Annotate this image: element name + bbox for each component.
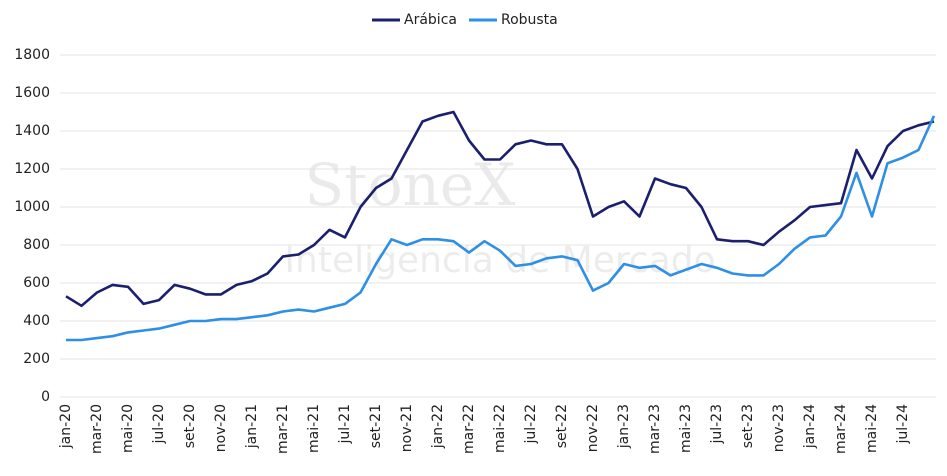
x-tick-label: mai-21 [306,404,322,453]
y-tick-label: 400 [23,313,50,329]
x-tick-label: jul-20 [151,404,167,445]
x-tick-label: set-22 [554,404,570,448]
legend-label: Robusta [501,12,558,28]
y-tick-label: 1600 [14,85,50,101]
x-tick-label: mai-20 [120,404,136,453]
x-tick-label: jan-22 [430,404,446,449]
x-tick-label: nov-20 [213,404,229,452]
x-tick-label: jul-22 [523,404,539,445]
watermark: StoneX [305,151,517,219]
x-tick-label: mar-21 [275,404,291,454]
x-tick-label: set-21 [368,404,384,448]
x-tick-label: set-23 [740,404,756,448]
x-tick-label: jul-24 [895,404,911,445]
x-tick-label: mar-22 [461,404,477,454]
x-tick-label: mar-24 [833,404,849,454]
series-line [65,110,935,308]
x-tick-label: jan-21 [244,404,260,449]
x-tick-label: mai-22 [492,404,508,453]
x-tick-label: jan-23 [616,404,632,449]
y-tick-label: 800 [23,237,50,253]
x-tick-label: nov-22 [585,404,601,452]
series-line [66,115,936,342]
x-tick-label: mar-20 [89,404,105,454]
x-tick-label: mai-23 [678,404,694,453]
watermark: Inteligencia de Mercado [284,240,715,281]
x-tick-label: jan-24 [802,404,818,449]
x-tick-label: nov-23 [771,404,787,452]
x-tick-label: jul-23 [709,404,725,445]
x-tick-label: jan-20 [58,404,74,449]
y-tick-label: 0 [41,389,50,405]
x-tick-label: jul-21 [337,404,353,445]
y-tick-label: 600 [23,275,50,291]
y-tick-label: 1200 [14,161,50,177]
y-tick-label: 1800 [14,47,50,63]
legend-label: Arábica [404,12,457,28]
y-tick-label: 200 [23,351,50,367]
y-tick-label: 1400 [14,123,50,139]
x-tick-label: nov-21 [399,404,415,452]
y-tick-label: 1000 [14,199,50,215]
x-tick-label: mar-23 [647,404,663,454]
x-tick-label: mai-24 [864,404,880,453]
x-tick-label: set-20 [182,404,198,448]
